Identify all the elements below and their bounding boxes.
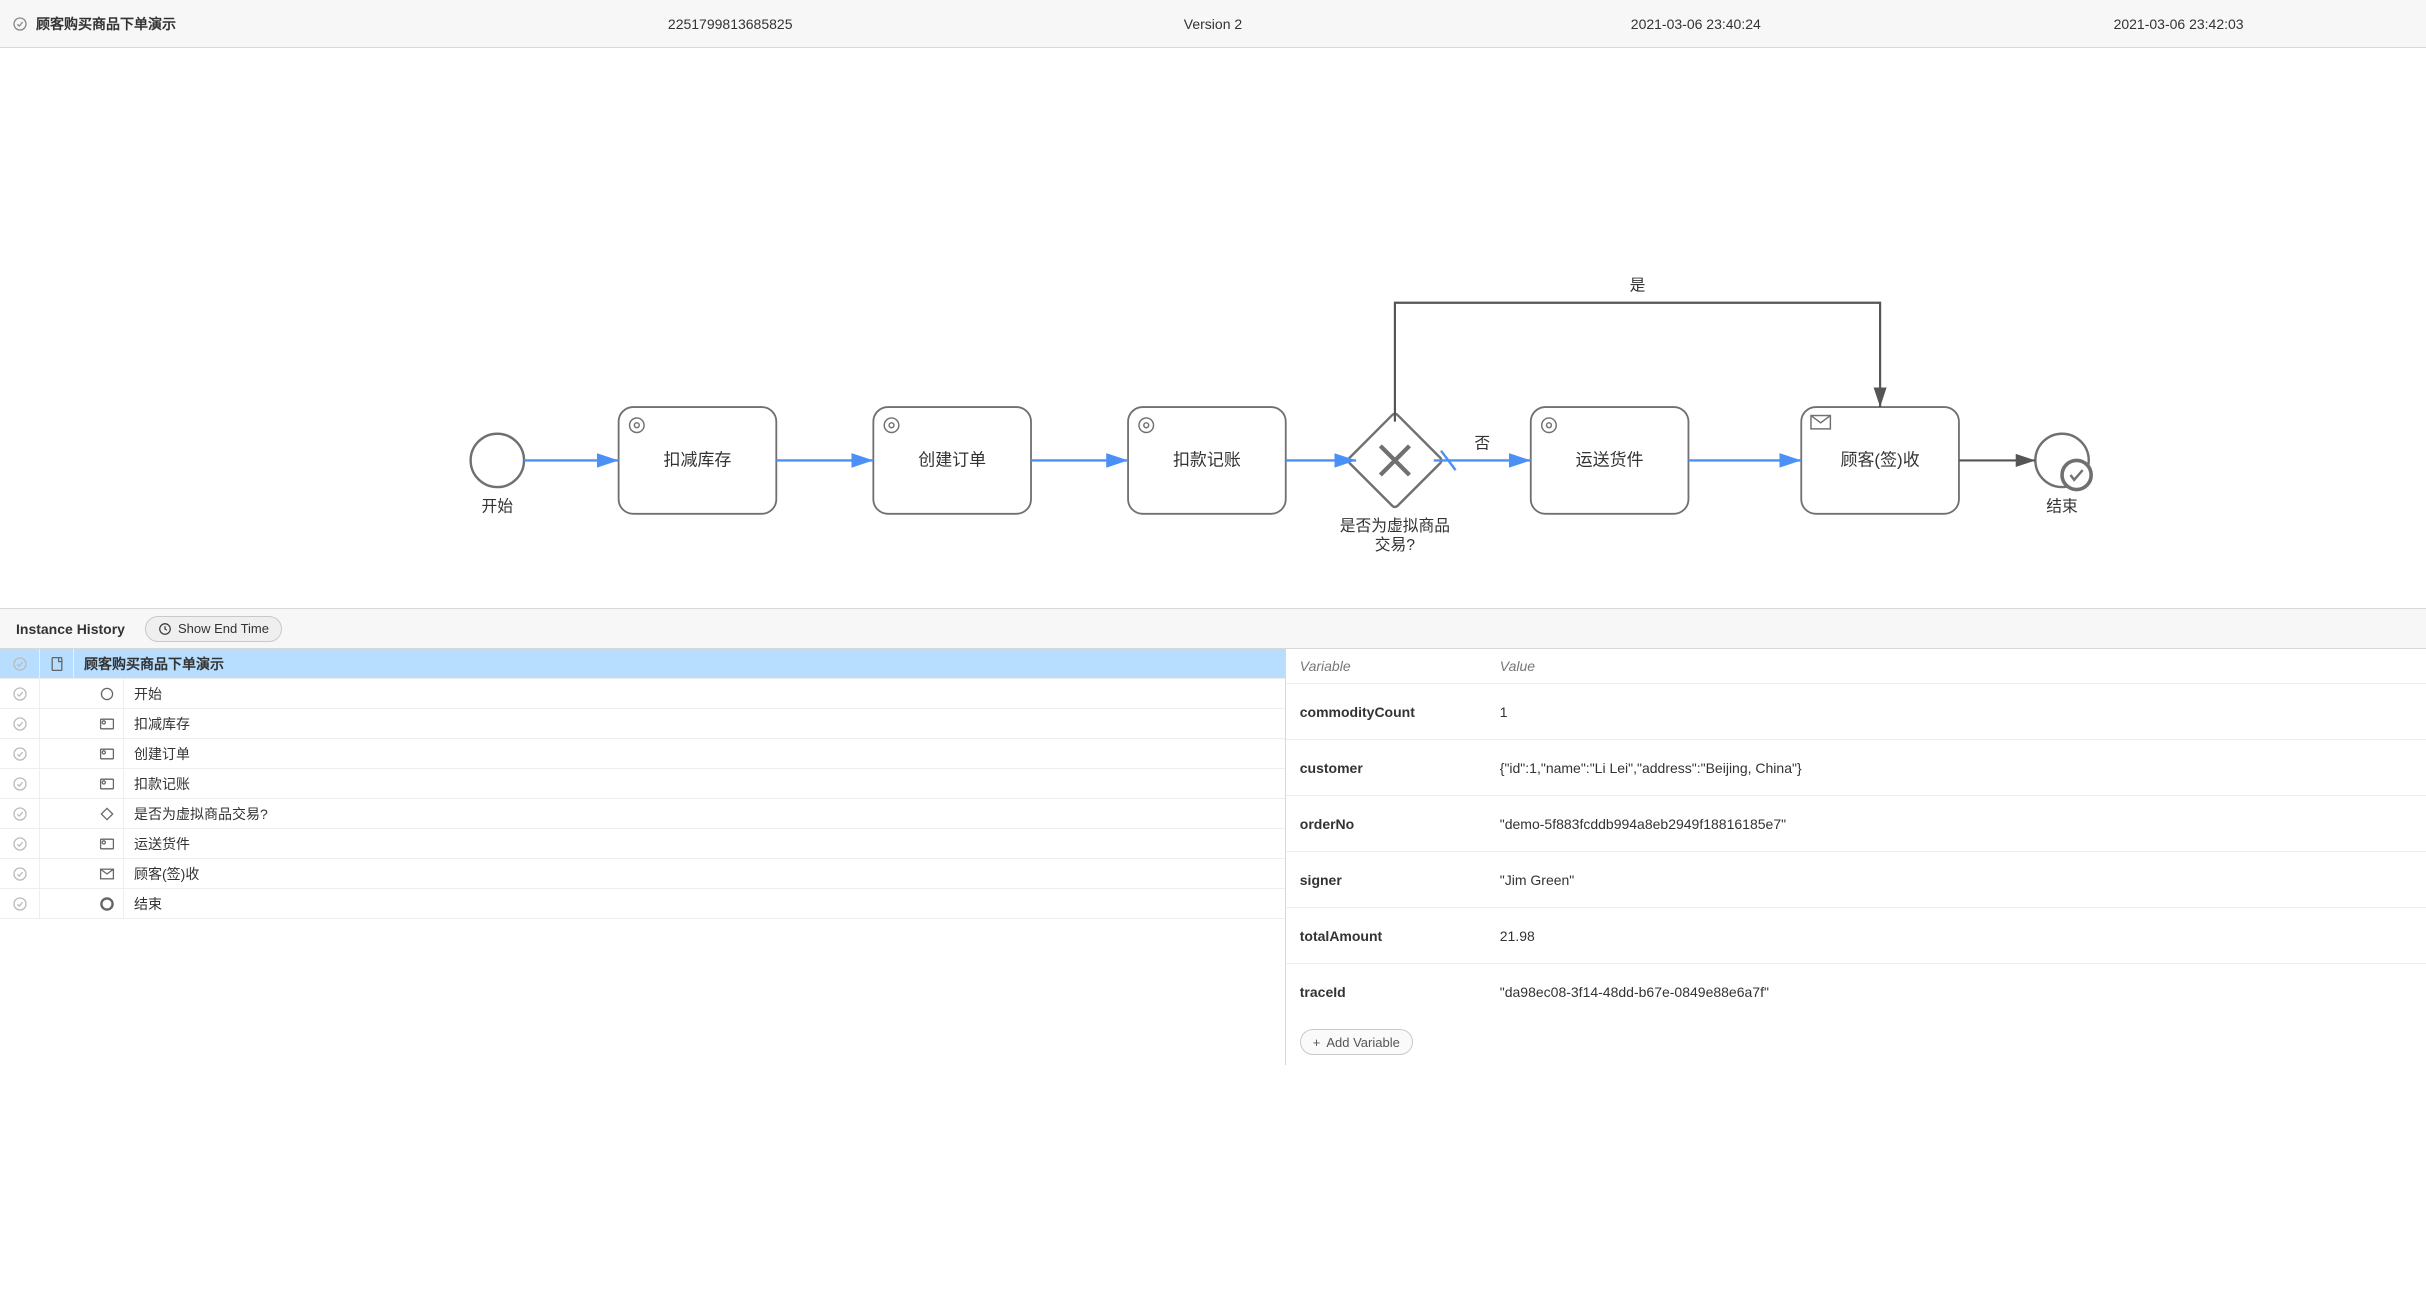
task2-label: 创建订单 <box>918 450 986 469</box>
node-task-5[interactable]: 顾客(签)收 <box>1801 407 1959 514</box>
node-start-label: 开始 <box>482 497 514 515</box>
variable-row[interactable]: totalAmount21.98 <box>1286 907 2426 963</box>
history-row-label: 顾客(签)收 <box>124 864 199 884</box>
variable-name: traceId <box>1300 984 1500 1000</box>
ring-icon <box>90 889 124 918</box>
history-row[interactable]: 是否为虚拟商品交易? <box>0 799 1285 829</box>
instance-version: Version 2 <box>978 16 1449 32</box>
variable-row[interactable]: customer{"id":1,"name":"Li Lei","address… <box>1286 739 2426 795</box>
check-circle-icon <box>0 889 40 918</box>
variable-value: "demo-5f883fcddb994a8eb2949f18816185e7" <box>1500 816 2412 832</box>
variable-value: {"id":1,"name":"Li Lei","address":"Beiji… <box>1500 760 2412 776</box>
node-task-3[interactable]: 扣款记账 <box>1128 407 1286 514</box>
node-start[interactable]: 开始 <box>471 434 524 516</box>
variable-row[interactable]: orderNo"demo-5f883fcddb994a8eb2949f18816… <box>1286 795 2426 851</box>
service-icon <box>90 769 124 798</box>
variable-value: 21.98 <box>1500 928 2412 944</box>
history-row-label: 是否为虚拟商品交易? <box>124 804 268 824</box>
check-circle-icon <box>0 739 40 768</box>
check-circle-icon <box>0 829 40 858</box>
history-row[interactable]: 运送货件 <box>0 829 1285 859</box>
node-task-1[interactable]: 扣减库存 <box>619 407 777 514</box>
gateway-label-line1: 是否为虚拟商品 <box>1340 517 1450 535</box>
task4-label: 运送货件 <box>1576 450 1644 469</box>
task1-label: 扣减库存 <box>664 450 732 469</box>
edge-no-label: 否 <box>1474 435 1490 452</box>
history-row[interactable]: 创建订单 <box>0 739 1285 769</box>
history-row[interactable]: 结束 <box>0 889 1285 919</box>
plus-icon: + <box>1313 1035 1321 1050</box>
add-variable-label: Add Variable <box>1326 1035 1399 1050</box>
instance-end-time: 2021-03-06 23:42:03 <box>1943 16 2414 32</box>
variable-name: signer <box>1300 872 1500 888</box>
variable-row[interactable]: traceId"da98ec08-3f14-48dd-b67e-0849e88e… <box>1286 963 2426 1019</box>
node-task-2[interactable]: 创建订单 <box>873 407 1031 514</box>
node-gateway[interactable]: 是否为虚拟商品 交易? <box>1340 412 1450 554</box>
variable-name: customer <box>1300 760 1500 776</box>
header-title-cell: 顾客购买商品下单演示 <box>12 14 483 34</box>
history-row-label: 结束 <box>124 894 162 914</box>
variable-name: totalAmount <box>1300 928 1500 944</box>
node-end-label: 结束 <box>2046 497 2078 515</box>
check-circle-icon <box>0 799 40 828</box>
service-icon <box>90 739 124 768</box>
add-variable-button[interactable]: + Add Variable <box>1300 1029 1413 1055</box>
instance-id: 2251799813685825 <box>495 16 966 32</box>
instance-title: 顾客购买商品下单演示 <box>36 14 176 34</box>
task5-label: 顾客(签)收 <box>1841 450 1920 469</box>
gateway-icon <box>90 799 124 828</box>
variable-row[interactable]: signer"Jim Green" <box>1286 851 2426 907</box>
edge-gw-t4: 否 <box>1434 435 1531 470</box>
gateway-label-line2: 交易? <box>1375 536 1415 554</box>
edge-yes-label: 是 <box>1630 278 1646 295</box>
history-row-label: 扣款记账 <box>124 774 190 794</box>
bpmn-diagram[interactable]: 开始 扣减库存 创建订单 扣款记账 是否为虚拟商品 交易? <box>0 48 2426 608</box>
check-circle-icon <box>0 859 40 888</box>
check-circle-icon <box>12 16 28 32</box>
variable-name: orderNo <box>1300 816 1500 832</box>
history-row[interactable]: 扣款记账 <box>0 769 1285 799</box>
task3-label: 扣款记账 <box>1173 450 1241 469</box>
instance-header: 顾客购买商品下单演示 2251799813685825 Version 2 20… <box>0 0 2426 48</box>
history-row-label: 创建订单 <box>124 744 190 764</box>
node-task-4[interactable]: 运送货件 <box>1531 407 1689 514</box>
history-row[interactable]: 顾客(签)收 <box>0 859 1285 889</box>
check-circle-icon <box>0 769 40 798</box>
node-end[interactable]: 结束 <box>2035 434 2091 516</box>
history-row-label: 运送货件 <box>124 834 190 854</box>
edge-gw-t5: 是 <box>1395 278 1880 422</box>
service-icon <box>90 829 124 858</box>
message-icon <box>90 859 124 888</box>
instance-start-time: 2021-03-06 23:40:24 <box>1460 16 1931 32</box>
variable-value: "da98ec08-3f14-48dd-b67e-0849e88e6a7f" <box>1500 984 2412 1000</box>
variable-value: "Jim Green" <box>1500 872 2412 888</box>
